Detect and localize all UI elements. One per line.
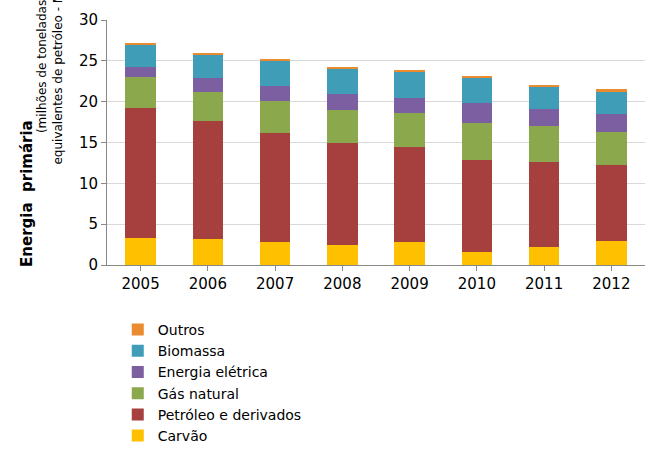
svg-text:10: 10 — [79, 175, 98, 193]
svg-text:Biomassa: Biomassa — [158, 343, 225, 359]
svg-text:Gás natural: Gás natural — [158, 386, 239, 402]
svg-text:(milhões de toneladasequivalen: (milhões de toneladasequivalentes de pet… — [35, 0, 65, 165]
svg-text:Carvão: Carvão — [158, 428, 208, 444]
svg-text:2005: 2005 — [122, 275, 160, 293]
svg-text:2008: 2008 — [323, 275, 361, 293]
svg-text:Petróleo e derivados: Petróleo e derivados — [158, 407, 301, 423]
svg-text:Energia primária: Energia primária — [18, 120, 36, 267]
svg-text:2006: 2006 — [189, 275, 227, 293]
svg-text:2007: 2007 — [256, 275, 294, 293]
svg-text:2011: 2011 — [525, 275, 563, 293]
svg-text:25: 25 — [79, 52, 98, 70]
svg-text:30: 30 — [79, 11, 98, 29]
svg-text:15: 15 — [79, 134, 98, 152]
svg-text:5: 5 — [88, 215, 98, 233]
svg-text:2009: 2009 — [391, 275, 429, 293]
svg-text:0: 0 — [88, 256, 98, 274]
svg-text:20: 20 — [79, 93, 98, 111]
svg-text:2012: 2012 — [592, 275, 630, 293]
svg-text:Energia elétrica: Energia elétrica — [158, 364, 268, 380]
svg-text:2010: 2010 — [458, 275, 496, 293]
svg-text:Outros: Outros — [158, 322, 205, 338]
